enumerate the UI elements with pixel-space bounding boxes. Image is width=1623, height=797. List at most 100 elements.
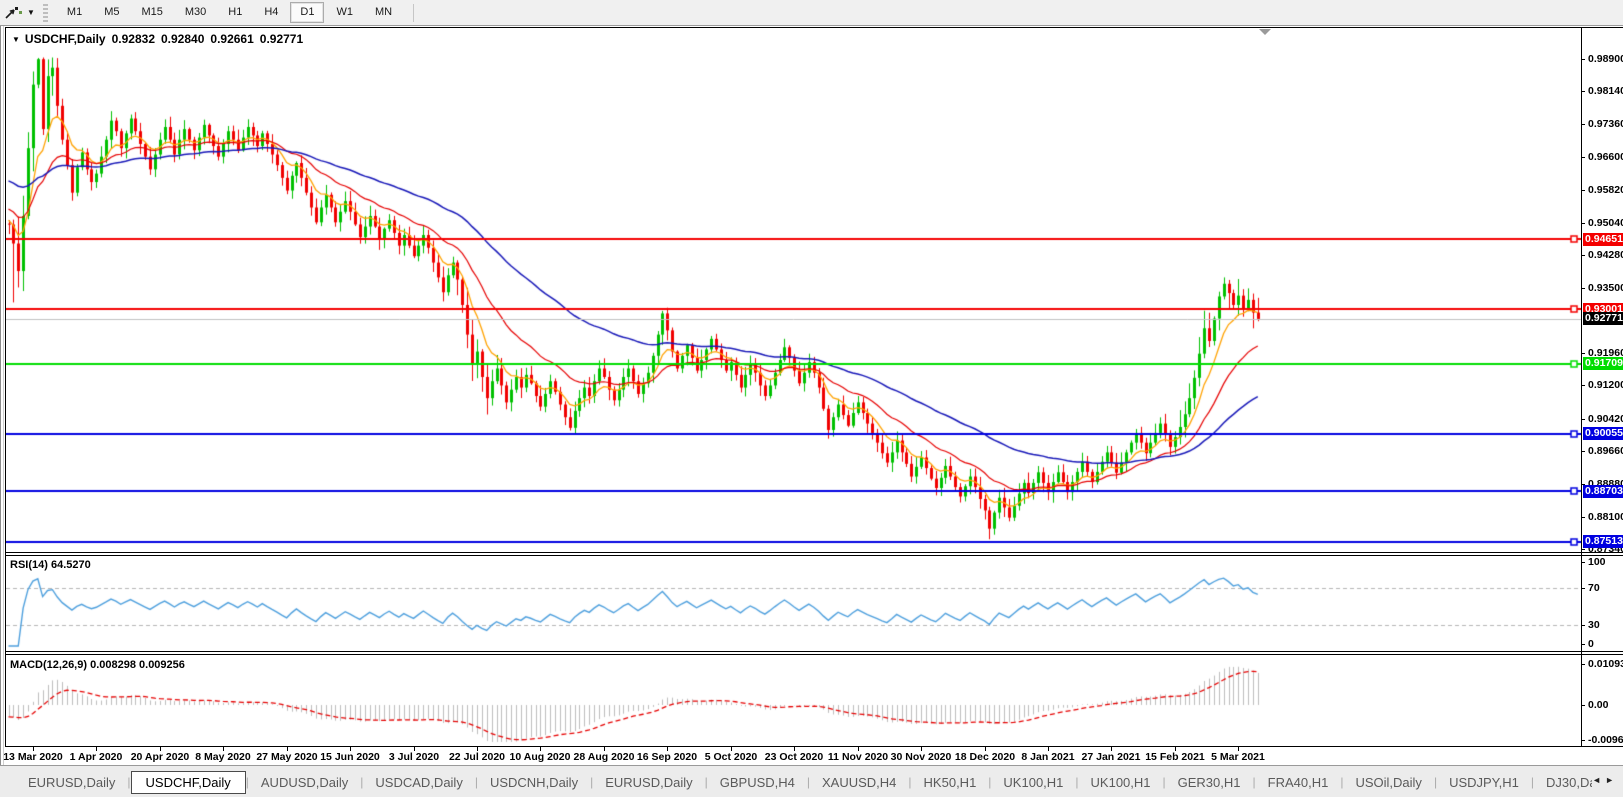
date-label: 10 Aug 2020 [509, 751, 571, 763]
date-tick [350, 747, 351, 751]
chevron-down-icon[interactable]: ▼ [27, 8, 35, 17]
timeframe-button-M1[interactable]: M1 [57, 2, 92, 23]
price-tick-mark [1581, 255, 1585, 256]
chart-frame-left [5, 27, 6, 746]
date-label: 11 Nov 2020 [827, 751, 889, 763]
macd-scale-tick: 0.010933 [1588, 658, 1623, 670]
date-label: 5 Oct 2020 [704, 751, 758, 763]
date-tick [540, 747, 541, 751]
timeframe-button-W1[interactable]: W1 [326, 2, 363, 23]
date-label: 22 Jul 2020 [448, 751, 506, 763]
ohlc-high: 0.92840 [161, 32, 205, 46]
tab-separator: | [704, 775, 708, 789]
date-tick [731, 747, 732, 751]
chart-tabs: EURUSD,Daily | USDCHF,Daily | AUDUSD,Daily | U… [0, 770, 1592, 794]
date-tick [1175, 747, 1176, 751]
timeframe-button-M5[interactable]: M5 [94, 2, 129, 23]
timeframe-button-H4[interactable]: H4 [254, 2, 288, 23]
macd-canvas[interactable] [6, 655, 1581, 745]
main-chart-canvas[interactable] [6, 28, 1581, 551]
timeframe-button-H1[interactable]: H1 [218, 2, 252, 23]
timeframe-button-MN[interactable]: MN [365, 2, 402, 23]
tab-XAUUSD-H4[interactable]: XAUUSD,H4 [822, 774, 897, 790]
timeframe-button-M30[interactable]: M30 [175, 2, 216, 23]
tab-separator: | [245, 775, 249, 789]
tab-HK50-H1[interactable]: HK50,H1 [923, 774, 977, 790]
date-tick [921, 747, 922, 751]
rsi-scale-tick: 70 [1588, 582, 1600, 594]
title-collapse-icon[interactable]: ▼ [12, 35, 20, 44]
date-tick [794, 747, 795, 751]
date-tick [1048, 747, 1049, 751]
date-label: 15 Feb 2021 [1145, 751, 1205, 763]
date-label: 27 May 2020 [256, 751, 318, 763]
date-label: 20 Apr 2020 [130, 751, 190, 763]
tab-GBPUSD-H4[interactable]: GBPUSD,H4 [719, 774, 795, 790]
price-tick-mark [1581, 288, 1585, 289]
timeframe-button-D1[interactable]: D1 [290, 2, 325, 23]
price-axis-line [1581, 27, 1582, 746]
price-tick-mark [1581, 190, 1585, 191]
tab-USDCAD-Daily[interactable]: USDCAD,Daily [375, 774, 463, 790]
price-tick-mark [1581, 124, 1585, 125]
tab-separator: | [988, 775, 992, 789]
date-tick [1111, 747, 1112, 751]
macd-scale-tick-mark [1581, 664, 1585, 665]
price-tick: 0.91200 [1588, 379, 1623, 391]
tab-UK100-H1[interactable]: UK100,H1 [1090, 774, 1151, 790]
date-tick [858, 747, 859, 751]
tab-USOil-Daily[interactable]: USOil,Daily [1355, 774, 1422, 790]
date-label: 27 Jan 2021 [1081, 751, 1141, 763]
price-tick: 0.90420 [1588, 413, 1623, 425]
separator-main-rsi-a [5, 552, 1623, 553]
chart-tool-icon[interactable] [3, 5, 23, 21]
toolbar-grip[interactable] [42, 3, 48, 22]
tab-UK100-H1[interactable]: UK100,H1 [1003, 774, 1064, 790]
date-label: 3 Jul 2020 [388, 751, 440, 763]
price-tick-mark [1581, 157, 1585, 158]
date-tick [667, 747, 668, 751]
timeframe-button-M15[interactable]: M15 [131, 2, 172, 23]
price-line-label: 0.94651 [1583, 233, 1623, 246]
price-tick-mark [1581, 385, 1585, 386]
price-tick: 0.95820 [1588, 184, 1623, 196]
tab-USDCNH-Daily[interactable]: USDCNH,Daily [489, 774, 579, 790]
price-tick: 0.96600 [1588, 151, 1623, 163]
price-tick-mark [1581, 91, 1585, 92]
tab-separator: | [1162, 775, 1166, 789]
date-label: 1 Apr 2020 [69, 751, 123, 763]
tab-EURUSD-Daily[interactable]: EURUSD,Daily [28, 774, 116, 790]
rsi-scale-tick-mark [1581, 625, 1585, 626]
tab-DJ30-Daily[interactable]: DJ30,Daily [1546, 774, 1592, 790]
tab-scroll-right-icon[interactable]: ► [1605, 775, 1618, 785]
tab-scroll-left-icon[interactable]: ◄ [1592, 775, 1606, 785]
chart-shift-marker[interactable] [1259, 29, 1271, 35]
tab-GER30-H1[interactable]: GER30,H1 [1177, 774, 1241, 790]
toolbar-separator [413, 3, 415, 22]
price-tick-mark [1581, 484, 1585, 485]
chart-title: ▼ USDCHF,Daily 0.92832 0.92840 0.92661 0.9277… [12, 32, 309, 46]
date-label: 16 Sep 2020 [636, 751, 698, 763]
price-tick-mark [1581, 223, 1585, 224]
separator-rsi-macd-b[interactable] [5, 654, 1623, 655]
tab-USDJPY-H1[interactable]: USDJPY,H1 [1449, 774, 1519, 790]
tab-EURUSD-Daily[interactable]: EURUSD,Daily [605, 774, 693, 790]
tab-AUDUSD-Daily[interactable]: AUDUSD,Daily [260, 774, 349, 790]
date-tick [223, 747, 224, 751]
tab-separator: | [806, 775, 810, 789]
macd-label: MACD(12,26,9) 0.008298 0.009256 [10, 659, 185, 671]
price-tick-mark [1581, 451, 1585, 452]
macd-scale-tick: -0.00965 [1588, 734, 1623, 746]
tab-USDCHF-Daily[interactable]: USDCHF,Daily [130, 770, 246, 794]
tab-FRA40-H1[interactable]: FRA40,H1 [1267, 774, 1329, 790]
rsi-canvas[interactable] [6, 556, 1581, 650]
date-label: 13 Mar 2020 [3, 751, 63, 763]
symbol-label: USDCHF,Daily [24, 32, 106, 46]
price-tick: 0.93500 [1588, 282, 1623, 294]
rsi-scale-tick-mark [1581, 562, 1585, 563]
separator-main-rsi-b[interactable] [5, 555, 1623, 556]
rsi-scale-tick: 30 [1588, 619, 1600, 631]
window-edge-left [0, 26, 1, 765]
price-tick-mark [1581, 549, 1585, 550]
separator-rsi-macd-a [5, 651, 1623, 652]
